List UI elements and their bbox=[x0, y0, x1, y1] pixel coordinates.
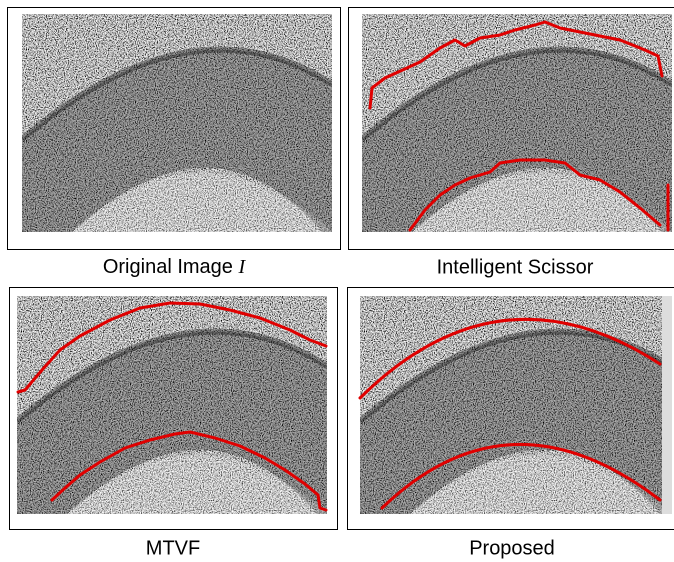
caption-part: Original Image bbox=[103, 256, 233, 278]
figure: Original Image I Intelligent Scissor MTV… bbox=[0, 0, 674, 562]
caption: MTVF bbox=[146, 537, 200, 559]
caption-part: I bbox=[237, 256, 246, 278]
oct-image bbox=[22, 14, 332, 232]
oct-image bbox=[17, 296, 327, 514]
image-margin bbox=[662, 296, 672, 514]
caption: Intelligent Scissor bbox=[437, 256, 594, 278]
oct-image bbox=[362, 14, 672, 232]
caption: Original Image I bbox=[103, 256, 247, 279]
oct-image bbox=[360, 296, 670, 514]
caption: Proposed bbox=[469, 537, 555, 559]
